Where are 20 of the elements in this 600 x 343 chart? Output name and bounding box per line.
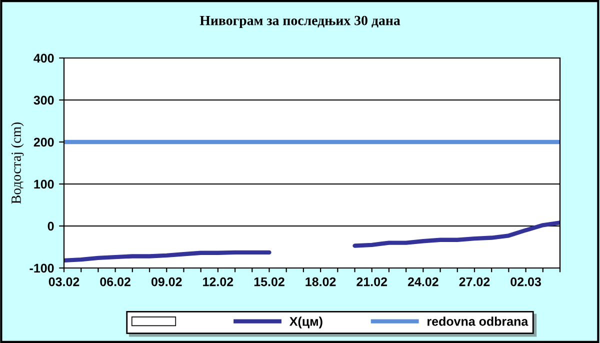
y-tick-label: 100	[34, 180, 54, 189]
x-tick-label: 12.02	[203, 277, 234, 286]
x-tick-label: 24.02	[408, 277, 438, 286]
y-tick-label: 300	[34, 96, 54, 105]
x-tick-label: 18.02	[306, 277, 336, 286]
y-tick-label: 200	[34, 138, 54, 147]
x-tick-label: 09.02	[151, 277, 182, 286]
x-tick-label: 03.02	[48, 277, 80, 286]
x-tick-label: 06.02	[100, 277, 130, 286]
y-tick-label: -100	[30, 264, 54, 273]
y-tick-label: 0	[48, 222, 54, 231]
legend-label: redovna odbrana	[428, 316, 528, 326]
x-tick-label: 02.03	[510, 277, 541, 286]
y-tick-label: 400	[34, 54, 54, 63]
chart-title: Нивограм за последњих 30 дана	[200, 16, 400, 28]
legend-label: X(цм)	[289, 316, 322, 328]
x-tick-label: 27.02	[459, 277, 490, 286]
x-tick-label: 21.02	[356, 277, 388, 286]
x-tick-label: 15.02	[254, 277, 284, 286]
y-axis-title: Водостај (cm)	[11, 122, 24, 204]
